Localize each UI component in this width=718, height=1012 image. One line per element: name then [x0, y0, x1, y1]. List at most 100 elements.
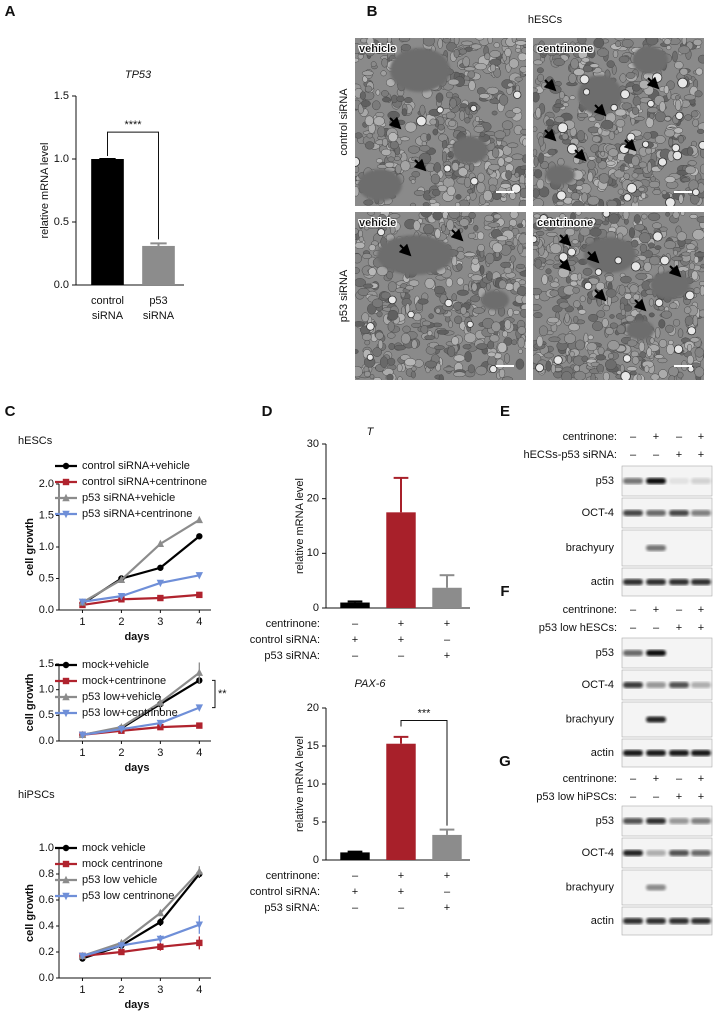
cell: [446, 185, 456, 197]
marker: [157, 943, 164, 950]
rounded-cell: [673, 344, 684, 354]
cell: [623, 172, 630, 180]
cell: [405, 285, 414, 291]
cell: [463, 332, 477, 343]
cell: [465, 195, 471, 201]
cell: [676, 231, 687, 242]
condition-label: vehicle: [359, 217, 396, 229]
cell: [515, 47, 522, 53]
cell: [581, 192, 588, 203]
cell: [559, 91, 565, 100]
header-mark: +: [698, 773, 704, 785]
cell: [389, 213, 401, 219]
cell: [476, 343, 488, 350]
rounded-cell: [660, 255, 670, 266]
chart-title: T: [367, 426, 375, 438]
y-axis-label: cell growth: [24, 884, 36, 942]
cell: [508, 58, 519, 69]
cell: [487, 340, 495, 350]
cell: [375, 331, 384, 340]
cell: [609, 314, 615, 319]
cell: [492, 242, 503, 254]
cell: [546, 231, 558, 237]
header-mark: –: [676, 773, 683, 785]
cell: [387, 321, 395, 332]
header-mark: –: [653, 791, 660, 803]
cell: [658, 339, 668, 348]
cell: [458, 199, 470, 206]
cell: [672, 50, 678, 63]
cell: [659, 226, 668, 232]
cell: [432, 189, 441, 197]
condition-label: control siRNA:: [250, 634, 320, 646]
rounded-cell: [602, 212, 611, 218]
rounded-cell: [672, 150, 683, 161]
cell: [420, 212, 433, 218]
cell: [410, 371, 416, 379]
cell: [686, 243, 696, 251]
cell: [389, 140, 399, 150]
legend-label: mock centrinone: [82, 858, 163, 870]
marker: [62, 478, 70, 486]
gap: [452, 136, 488, 164]
legend-label: control siRNA+vehicle: [82, 460, 190, 472]
micrograph-content: [355, 38, 526, 206]
cell: [368, 267, 377, 277]
band: [623, 510, 643, 516]
x-tick-label: 4: [196, 747, 202, 759]
band: [623, 579, 643, 585]
cell: [376, 311, 383, 318]
cell: [384, 161, 395, 168]
cell: [664, 176, 676, 183]
cell: [387, 309, 399, 321]
cell: [473, 125, 485, 133]
rounded-cell: [583, 88, 591, 96]
arrow: [558, 258, 572, 272]
gap: [377, 235, 453, 275]
cell: [648, 255, 661, 266]
cell: [467, 188, 473, 194]
condition-label: centrinone:: [266, 618, 320, 630]
cell: [355, 278, 366, 287]
y-tick-label: 0.6: [39, 894, 54, 906]
arrow: [646, 76, 660, 90]
cell: [375, 158, 384, 164]
significance-label: **: [218, 688, 227, 700]
x-tick-label: 2: [118, 984, 124, 996]
band: [646, 884, 666, 891]
cell: [687, 343, 693, 352]
band: [691, 850, 711, 856]
cell: [697, 54, 704, 64]
condition-mark: +: [398, 634, 404, 646]
rounded-cell: [436, 106, 444, 114]
cell: [515, 358, 525, 370]
cell: [458, 48, 467, 55]
cell: [463, 177, 472, 188]
cell: [445, 91, 454, 99]
header-label: centrinone:: [563, 604, 617, 616]
cell: [396, 363, 403, 372]
cell: [576, 130, 586, 142]
cell: [665, 212, 670, 217]
cell: [454, 202, 461, 206]
cell: [568, 323, 580, 332]
x-axis-label: days: [124, 631, 149, 643]
cell: [504, 319, 512, 330]
cell: [413, 220, 421, 231]
band: [691, 682, 711, 688]
cell: [588, 116, 596, 122]
band: [646, 478, 666, 484]
x-tick-label: control: [91, 295, 124, 307]
cell: [387, 332, 396, 339]
cell: [664, 128, 676, 138]
rounded-cell: [557, 122, 569, 134]
rounded-cell: [366, 353, 374, 361]
band: [623, 750, 643, 756]
y-axis-label: cell growth: [24, 673, 36, 731]
gap: [481, 290, 509, 310]
marker: [62, 709, 70, 718]
cell: [631, 84, 641, 92]
legend-label: p53 low vehicle: [82, 874, 157, 886]
cell: [495, 235, 509, 242]
